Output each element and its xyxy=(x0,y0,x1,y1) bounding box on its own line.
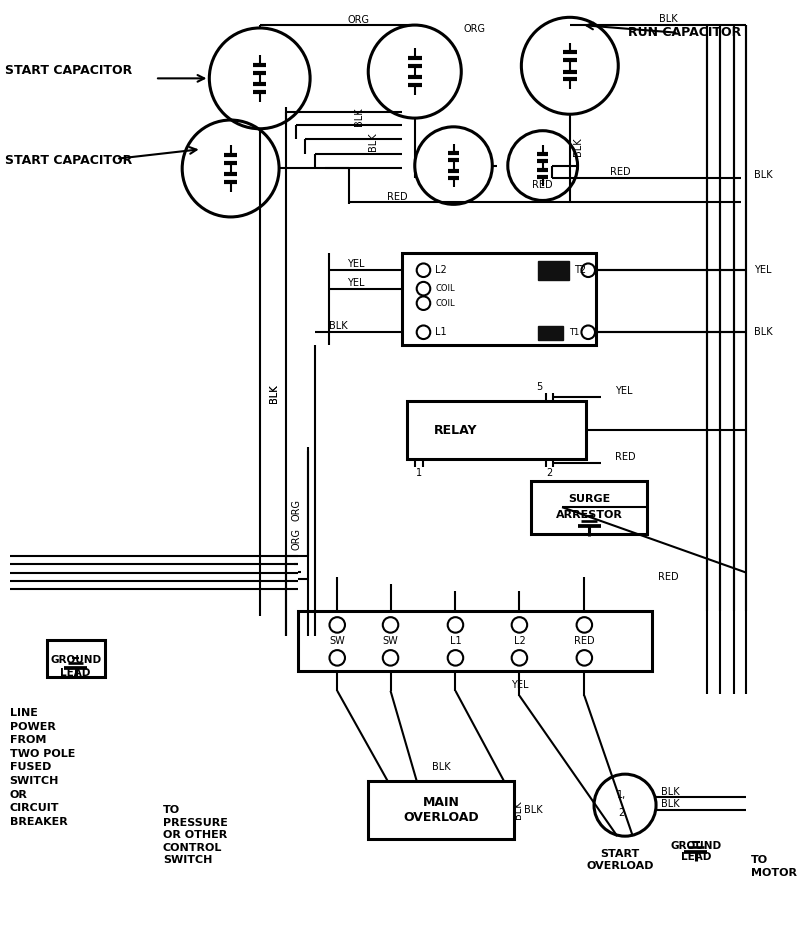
Bar xyxy=(538,326,563,340)
Text: BLK: BLK xyxy=(573,137,582,156)
Text: BLK: BLK xyxy=(330,322,348,332)
Text: 2: 2 xyxy=(546,468,553,478)
Text: GROUND: GROUND xyxy=(670,841,722,851)
Text: BLK: BLK xyxy=(524,805,542,815)
Text: SW: SW xyxy=(382,637,398,647)
Text: T2: T2 xyxy=(574,266,586,275)
Text: BLK: BLK xyxy=(754,327,773,337)
Text: YEL: YEL xyxy=(615,387,633,396)
Text: START: START xyxy=(601,849,640,858)
Text: TO: TO xyxy=(751,856,768,866)
Text: TO: TO xyxy=(163,805,180,815)
Text: TWO POLE: TWO POLE xyxy=(10,748,75,759)
Text: ORG: ORG xyxy=(291,499,302,521)
Text: OR: OR xyxy=(10,789,27,800)
Text: L2: L2 xyxy=(514,637,526,647)
Bar xyxy=(298,611,652,671)
Bar xyxy=(46,640,105,678)
Text: ORG: ORG xyxy=(291,528,302,550)
Text: ARRESTOR: ARRESTOR xyxy=(556,510,622,520)
Text: CIRCUIT: CIRCUIT xyxy=(10,803,59,813)
Text: SW: SW xyxy=(330,637,345,647)
Text: BLK: BLK xyxy=(661,787,679,797)
Text: OR OTHER: OR OTHER xyxy=(163,830,227,841)
Text: OVERLOAD: OVERLOAD xyxy=(586,861,654,871)
Text: SURGE: SURGE xyxy=(568,494,610,504)
Text: T1: T1 xyxy=(569,328,579,336)
Text: START CAPACITOR: START CAPACITOR xyxy=(5,64,132,77)
Text: FROM: FROM xyxy=(10,735,46,746)
Text: RED: RED xyxy=(610,168,630,177)
Text: YEL: YEL xyxy=(754,266,771,275)
Text: L1: L1 xyxy=(450,637,462,647)
Text: LEAD: LEAD xyxy=(681,853,711,862)
Text: 2: 2 xyxy=(618,808,624,818)
Text: POWER: POWER xyxy=(10,721,55,732)
Text: BLK: BLK xyxy=(368,132,378,151)
Text: BLK: BLK xyxy=(354,108,363,127)
Text: BLK: BLK xyxy=(659,14,678,24)
Text: BLK: BLK xyxy=(661,800,679,809)
Text: LEAD: LEAD xyxy=(60,668,90,678)
Text: RELAY: RELAY xyxy=(434,424,478,436)
Bar xyxy=(368,781,514,839)
Text: RED: RED xyxy=(658,572,679,582)
Bar xyxy=(538,261,569,280)
Text: SWITCH: SWITCH xyxy=(10,776,59,786)
Text: 1: 1 xyxy=(415,468,422,478)
Text: L1: L1 xyxy=(435,327,446,337)
Bar xyxy=(531,481,647,534)
Text: ORG: ORG xyxy=(347,15,370,25)
Text: SWITCH: SWITCH xyxy=(163,856,212,866)
Bar xyxy=(402,253,596,345)
Text: PRESSURE: PRESSURE xyxy=(163,817,228,828)
Text: BREAKER: BREAKER xyxy=(10,816,67,827)
Text: RED: RED xyxy=(574,637,594,647)
Text: FUSED: FUSED xyxy=(10,762,51,773)
Text: OVERLOAD: OVERLOAD xyxy=(403,811,478,824)
Text: BLK: BLK xyxy=(754,171,773,180)
Text: BLK: BLK xyxy=(432,762,450,773)
Text: RUN CAPACITOR: RUN CAPACITOR xyxy=(628,26,742,39)
Text: RED: RED xyxy=(387,192,408,201)
Text: 1,: 1, xyxy=(617,790,626,801)
Text: BLK: BLK xyxy=(270,384,279,403)
Text: BLK: BLK xyxy=(514,801,523,819)
Text: MOTOR: MOTOR xyxy=(751,868,797,878)
Text: MAIN: MAIN xyxy=(422,796,459,809)
Text: COIL: COIL xyxy=(435,284,454,294)
Text: COIL: COIL xyxy=(435,298,454,308)
Bar xyxy=(407,401,586,459)
Text: START CAPACITOR: START CAPACITOR xyxy=(5,154,132,167)
Text: ORG: ORG xyxy=(464,24,486,34)
Text: YEL: YEL xyxy=(510,680,528,690)
Text: CONTROL: CONTROL xyxy=(163,843,222,853)
Text: GROUND: GROUND xyxy=(50,655,101,665)
Text: BLK: BLK xyxy=(270,384,279,403)
Text: YEL: YEL xyxy=(347,259,365,269)
Text: RED: RED xyxy=(532,180,553,190)
Text: L2: L2 xyxy=(435,266,447,275)
Text: YEL: YEL xyxy=(347,278,365,288)
Text: LINE: LINE xyxy=(10,708,38,718)
Text: 5: 5 xyxy=(537,382,543,392)
Text: RED: RED xyxy=(615,452,636,462)
